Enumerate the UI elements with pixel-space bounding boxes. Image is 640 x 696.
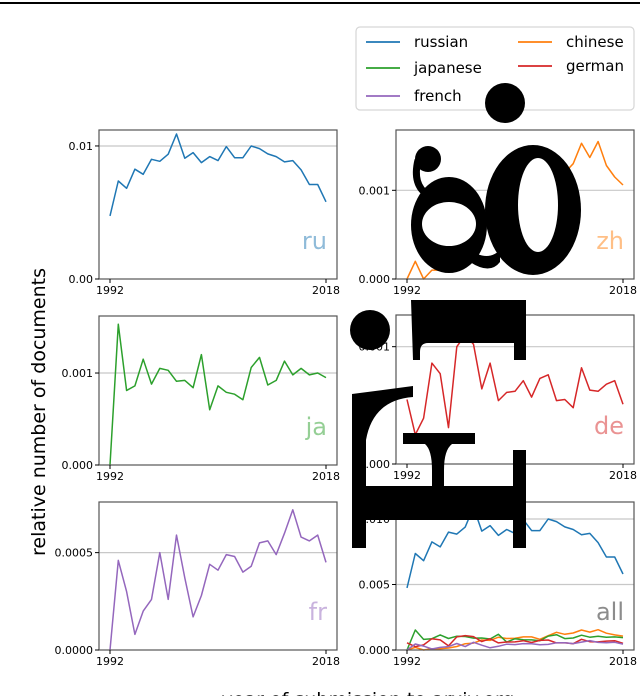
x-tick-label: 2018 [609, 469, 637, 482]
x-tick-label: 2018 [312, 284, 340, 297]
y-tick-label: 0.01 [69, 140, 94, 153]
panel-tag-all: all [596, 598, 624, 626]
legend-entry-russian: russian [366, 33, 468, 51]
legend-entry-japanese: japanese [366, 59, 482, 77]
y-tick-label: 0.000 [62, 459, 94, 472]
panel-ja: 0.000 0.001 1992 2018 ja [62, 315, 340, 483]
series-line-russian [109, 133, 327, 217]
y-tick-label: 0.010 [359, 513, 391, 526]
x-tick-label: 2018 [609, 284, 637, 297]
axes-frame [395, 314, 635, 465]
legend-entry-chinese: chinese [518, 33, 624, 51]
panel-zh: 0.000 0.001 1992 2018 zh [359, 129, 637, 297]
top-rule [0, 2, 640, 4]
series-line-japanese [406, 629, 624, 651]
legend-label: japanese [413, 59, 482, 77]
y-tick-label: 0.001 [359, 184, 391, 197]
panel-tag-de: de [594, 412, 624, 440]
series-line-german [406, 334, 624, 436]
axes-frame [395, 129, 635, 280]
panel-tag-fr: fr [309, 598, 327, 626]
x-tick-label: 1992 [393, 469, 421, 482]
y-tick-label: 0.001 [62, 367, 94, 380]
x-tick-label: 1992 [96, 655, 124, 668]
series-line-chinese [406, 140, 624, 280]
x-tick-label: 2018 [312, 470, 340, 483]
x-axis-label: year of submission to arxiv.org [222, 689, 515, 696]
x-tick-label: 2018 [609, 655, 637, 668]
legend-entry-german: german [518, 57, 624, 75]
x-tick-label: 1992 [393, 284, 421, 297]
panel-ru: 0.00 0.01 1992 2018 ru [69, 129, 340, 297]
legend-label: chinese [566, 33, 624, 51]
y-tick-label: 0.000 [359, 273, 391, 286]
x-tick-label: 1992 [393, 655, 421, 668]
y-tick-label: 0.000 [359, 644, 391, 657]
y-tick-label: 0.000 [359, 458, 391, 471]
x-tick-label: 1992 [96, 470, 124, 483]
y-tick-label: 0.0005 [55, 547, 94, 560]
panel-fr: 0.0000 0.0005 1992 2018 fr [55, 501, 340, 668]
panel-tag-zh: zh [596, 227, 624, 255]
legend: russian chinese japanese german french [355, 26, 635, 111]
y-tick-label: 0.0000 [55, 644, 94, 657]
series-line-japanese [109, 323, 327, 466]
axes-frame [395, 501, 635, 651]
x-tick-label: 2018 [312, 655, 340, 668]
y-tick-label: 0.005 [359, 579, 391, 592]
axes-frame [98, 501, 338, 651]
legend-label: french [414, 87, 462, 105]
y-axis-label: relative number of documents [28, 268, 50, 556]
panel-all: 0.000 0.005 0.010 1992 2018 all [359, 501, 637, 668]
legend-entry-french: french [366, 87, 462, 105]
y-tick-label: 0.001 [359, 341, 391, 354]
legend-label: german [566, 57, 624, 75]
axes-frame [98, 129, 338, 280]
x-tick-label: 1992 [96, 284, 124, 297]
series-line-french [109, 509, 327, 651]
series-line-french [406, 639, 624, 651]
axes-frame [98, 315, 338, 466]
legend-label: russian [414, 33, 468, 51]
y-tick-label: 0.00 [69, 273, 94, 286]
panel-tag-ja: ja [305, 413, 327, 441]
panel-tag-ru: ru [302, 227, 327, 255]
panel-de: 0.000 0.001 1992 2018 de [359, 314, 637, 482]
